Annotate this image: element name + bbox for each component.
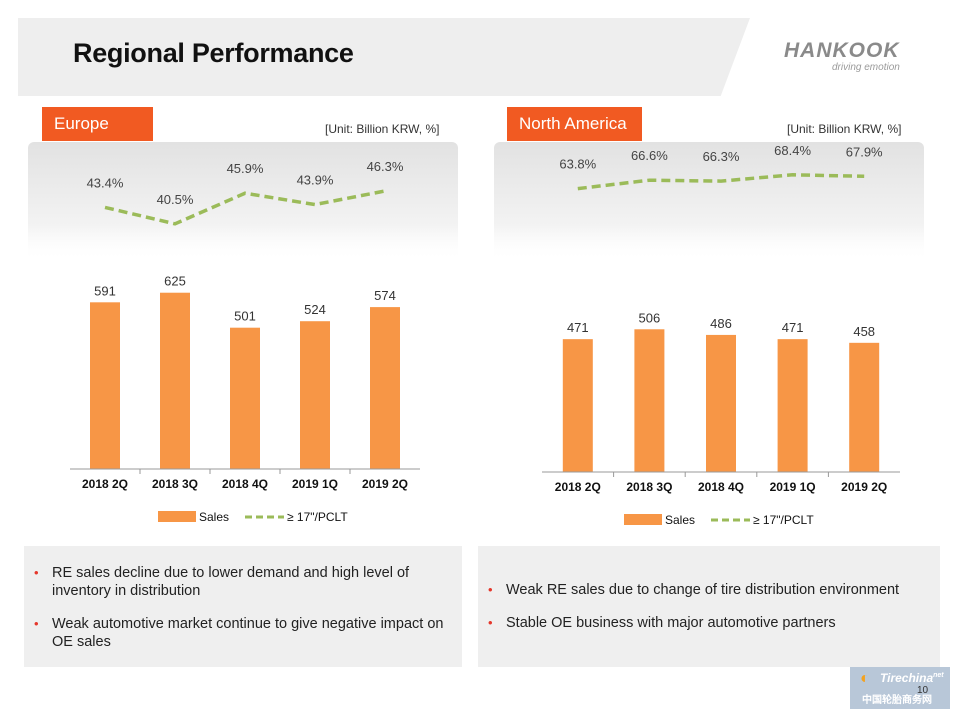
- bullet-box-europe: • RE sales decline due to lower demand a…: [24, 546, 462, 667]
- legend-label-sales-europe: Sales: [199, 510, 229, 524]
- bar-europe-2: [230, 327, 260, 469]
- region-label-north-america: North America: [507, 107, 642, 141]
- header-band: [18, 18, 750, 96]
- tick-label-north-america-3: 2019 1Q: [770, 480, 816, 494]
- bar-label-north-america-3: 471: [782, 320, 804, 335]
- hankook-logo: HANKOOK driving emotion: [784, 39, 914, 74]
- legend-label-line-europe: ≥ 17"/PCLT: [287, 510, 348, 524]
- bar-north-america-1: [634, 329, 665, 472]
- bar-label-europe-4: 574: [374, 288, 396, 303]
- line-series-europe: [104, 189, 386, 226]
- bullet-europe-1: • RE sales decline due to lower demand a…: [34, 564, 452, 600]
- bullet-text: Stable OE business with major automotive…: [506, 615, 836, 631]
- bar-label-north-america-2: 486: [710, 316, 732, 331]
- bar-label-north-america-0: 471: [567, 320, 589, 335]
- legend-label-line-north-america: ≥ 17"/PCLT: [753, 513, 814, 527]
- bullet-na-2: • Stable OE business with major automoti…: [488, 614, 936, 632]
- bar-label-north-america-4: 458: [853, 324, 875, 339]
- bullet-europe-2: • Weak automotive market continue to giv…: [34, 615, 452, 651]
- page-title: Regional Performance: [73, 38, 354, 68]
- bullet-dot-icon: •: [488, 582, 493, 597]
- tick-label-europe-0: 2018 2Q: [82, 477, 128, 491]
- bar-north-america-4: [849, 342, 880, 472]
- legend-label-sales-north-america: Sales: [665, 513, 695, 527]
- bullet-text: Weak RE sales due to change of tire dist…: [506, 582, 900, 598]
- bullet-dot-icon: •: [34, 616, 39, 631]
- bar-north-america-3: [777, 339, 808, 472]
- bar-europe-1: [160, 292, 190, 469]
- bar-europe-3: [300, 321, 330, 469]
- line-label-europe-2: 45.9%: [227, 161, 264, 176]
- tick-label-north-america-4: 2019 2Q: [841, 480, 887, 494]
- bar-label-north-america-1: 506: [639, 310, 661, 325]
- line-label-north-america-2: 66.3%: [703, 149, 740, 164]
- watermark-brand: Tirechinanet: [880, 671, 944, 685]
- tick-label-north-america-2: 2018 4Q: [698, 480, 744, 494]
- line-label-europe-3: 43.9%: [297, 173, 334, 188]
- line-label-north-america-1: 66.6%: [631, 148, 668, 163]
- line-panel-north-america: [494, 142, 924, 262]
- tirechina-watermark: ◐ Tirechinanet 中国轮胎商务网: [850, 667, 950, 709]
- tick-label-north-america-1: 2018 3Q: [626, 480, 672, 494]
- logo-wordmark: HANKOOK: [784, 39, 900, 62]
- tick-label-north-america-0: 2018 2Q: [555, 480, 601, 494]
- bar-label-europe-3: 524: [304, 302, 326, 317]
- line-panel-europe: [28, 142, 458, 262]
- bar-label-europe-1: 625: [164, 274, 186, 289]
- bar-north-america-0: [562, 339, 593, 472]
- bullet-text: RE sales decline due to lower demand and…: [52, 565, 410, 599]
- bar-label-europe-0: 591: [94, 283, 116, 298]
- legend-swatch-sales-north-america: [624, 514, 662, 525]
- page-number: 10: [917, 685, 929, 696]
- bar-europe-0: [90, 302, 120, 469]
- tick-label-europe-3: 2019 1Q: [292, 477, 338, 491]
- tick-label-europe-2: 2018 4Q: [222, 477, 268, 491]
- region-label-europe: Europe: [42, 107, 153, 141]
- bar-europe-4: [370, 307, 400, 469]
- bar-north-america-2: [706, 334, 736, 472]
- watermark-chinese: 中国轮胎商务网: [862, 695, 932, 706]
- line-label-north-america-4: 67.9%: [846, 144, 883, 159]
- logo-tagline: driving emotion: [832, 62, 900, 73]
- line-series-north-america: [577, 173, 865, 191]
- unit-label-north-america: [Unit: Billion KRW, %]: [787, 122, 902, 136]
- tirechina-logo-icon: ◐: [860, 670, 870, 687]
- line-label-europe-0: 43.4%: [87, 175, 124, 190]
- bullet-dot-icon: •: [34, 565, 39, 580]
- bar-label-europe-2: 501: [234, 309, 256, 324]
- line-label-north-america-0: 63.8%: [559, 157, 596, 172]
- line-label-europe-4: 46.3%: [367, 159, 404, 174]
- legend-swatch-sales-europe: [158, 511, 196, 522]
- bullet-box-north-america: • Weak RE sales due to change of tire di…: [478, 546, 940, 667]
- bullet-dot-icon: •: [488, 615, 493, 630]
- tick-label-europe-1: 2018 3Q: [152, 477, 198, 491]
- unit-label-europe: [Unit: Billion KRW, %]: [325, 122, 440, 136]
- line-label-europe-1: 40.5%: [157, 192, 194, 207]
- tick-label-europe-4: 2019 2Q: [362, 477, 408, 491]
- bullet-na-1: • Weak RE sales due to change of tire di…: [488, 581, 936, 599]
- bullet-text: Weak automotive market continue to give …: [52, 616, 444, 650]
- line-label-north-america-3: 68.4%: [774, 143, 811, 158]
